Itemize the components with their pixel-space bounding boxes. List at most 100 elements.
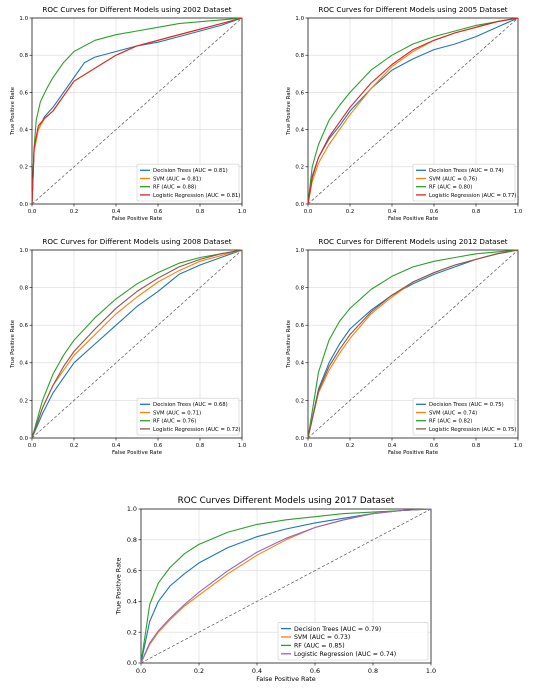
x-tick-label: 0.4 [112,443,121,449]
x-tick-label: 0.4 [388,209,397,215]
x-tick-label: 0.4 [388,443,397,449]
legend-box [136,397,240,436]
roc-line-3 [307,249,519,439]
y-tick-label: 1.0 [19,248,28,254]
y-tick-label: 0.6 [19,90,28,96]
legend-label-2: RF (AUC = 0.82) [429,419,472,425]
x-axis-label: False Positive Rate [388,450,439,456]
legend-label-3: Logistic Regression (AUC = 0.74) [294,651,396,658]
y-axis-label: True Positive Rate [114,557,122,615]
legend-label-1: SVM (AUC = 0.74) [429,410,477,416]
y-tick-label: 0.8 [295,53,304,59]
legend-label-1: SVM (AUC = 0.76) [429,176,477,182]
y-tick-label: 0.8 [127,536,137,544]
legend-label-1: SVM (AUC = 0.71) [153,410,201,416]
x-tick-label: 0.6 [430,443,439,449]
legend: Decision Trees (AUC = 0.68) SVM (AUC = 0.… [136,397,240,436]
plot-frame [307,17,519,205]
x-tick-label: 0.0 [28,443,37,449]
y-tick-label: 0.2 [295,398,304,404]
y-tick-label: 0.4 [295,127,304,133]
roc-chart-2017: ROC Curves Different Models using 2017 D… [85,482,465,690]
chart-title: ROC Curves Different Models using 2017 D… [178,496,395,506]
y-tick-label: 0.2 [295,165,304,171]
chart-title: ROC Curves for Different Models using 20… [42,5,231,14]
x-tick-label: 0.2 [70,209,79,215]
roc-line-2 [140,508,432,664]
x-tick-label: 0.4 [252,667,262,675]
legend-label-1: SVM (AUC = 0.73) [294,634,350,641]
x-tick-label: 0.6 [154,443,163,449]
roc-line-2 [31,17,243,205]
y-tick-label: 1.0 [295,248,304,254]
y-tick-label: 0.2 [19,165,28,171]
x-axis-label: False Positive Rate [388,216,439,222]
legend: Decision Trees (AUC = 0.75) SVM (AUC = 0.… [412,397,516,436]
y-tick-label: 0.0 [19,436,28,442]
legend-label-0: Decision Trees (AUC = 0.68) [153,402,228,408]
x-tick-label: 0.0 [136,667,146,675]
legend-label-2: RF (AUC = 0.88) [153,185,196,191]
roc-line-3 [140,508,432,664]
chart-title: ROC Curves for Different Models using 20… [318,5,507,14]
legend: Decision Trees (AUC = 0.79)SVM (AUC = 0.… [277,622,429,661]
x-tick-label: 1.0 [426,667,436,675]
chart-svg: ROC Curves for Different Models using 20… [10,237,247,456]
x-tick-label: 0.0 [28,209,37,215]
legend: Decision Trees (AUC = 0.81) SVM (AUC = 0.… [136,163,240,202]
x-tick-label: 1.0 [514,209,523,215]
plot-frame [31,249,243,439]
legend-box [136,163,240,202]
y-tick-label: 0.8 [19,285,28,291]
y-axis-label: True Positive Rate [286,319,292,369]
plot-frame [140,508,432,664]
x-tick-label: 0.6 [430,209,439,215]
y-tick-label: 1.0 [127,505,137,513]
roc-chart-2008: ROC Curves for Different Models using 20… [0,237,275,463]
x-tick-label: 0.4 [112,209,121,215]
legend-label-3: Logistic Regression (AUC = 0.77) [429,193,516,199]
y-axis-label: True Positive Rate [10,86,16,136]
y-tick-label: 0.6 [127,567,137,575]
roc-line-2 [307,17,519,205]
chart-title: ROC Curves for Different Models using 20… [42,237,231,246]
y-tick-label: 0.4 [295,361,304,367]
chart-svg: ROC Curves for Different Models using 20… [286,237,523,456]
roc-line-3 [307,17,519,205]
x-tick-label: 0.6 [154,209,163,215]
plot-frame [31,17,243,205]
x-axis-label: False Positive Rate [112,450,163,456]
y-tick-label: 1.0 [295,16,304,22]
x-tick-label: 1.0 [238,209,247,215]
legend-label-2: RF (AUC = 0.76) [153,419,196,425]
chance-diagonal [307,17,519,205]
y-tick-label: 0.2 [127,628,137,636]
roc-line-2 [307,249,519,439]
roc-line-2 [31,249,243,439]
roc-chart-2005: ROC Curves for Different Models using 20… [275,0,550,225]
roc-chart-2012: ROC Curves for Different Models using 20… [275,237,550,463]
legend-label-3: Logistic Regression (AUC = 0.72) [153,427,240,433]
legend-label-1: SVM (AUC = 0.81) [153,176,201,182]
y-tick-label: 0.6 [19,323,28,329]
legend-label-0: Decision Trees (AUC = 0.74) [429,168,504,174]
y-tick-label: 0.0 [19,202,28,208]
legend-box [277,622,429,661]
x-tick-label: 0.6 [310,667,320,675]
chance-diagonal [31,249,243,439]
y-tick-label: 0.4 [19,361,28,367]
x-tick-label: 0.8 [472,443,481,449]
legend-label-0: Decision Trees (AUC = 0.79) [294,626,381,633]
legend-label-3: Logistic Regression (AUC = 0.75) [429,427,516,433]
chance-diagonal [307,249,519,439]
legend-box [412,397,516,436]
x-tick-label: 0.0 [304,209,313,215]
y-tick-label: 1.0 [19,16,28,22]
chart-title: ROC Curves for Different Models using 20… [318,237,507,246]
y-tick-label: 0.8 [19,53,28,59]
y-tick-label: 0.6 [295,90,304,96]
y-axis-label: True Positive Rate [286,86,292,136]
x-tick-label: 0.8 [368,667,378,675]
roc-chart-2002: ROC Curves for Different Models using 20… [0,0,275,225]
y-axis-label: True Positive Rate [10,319,16,369]
